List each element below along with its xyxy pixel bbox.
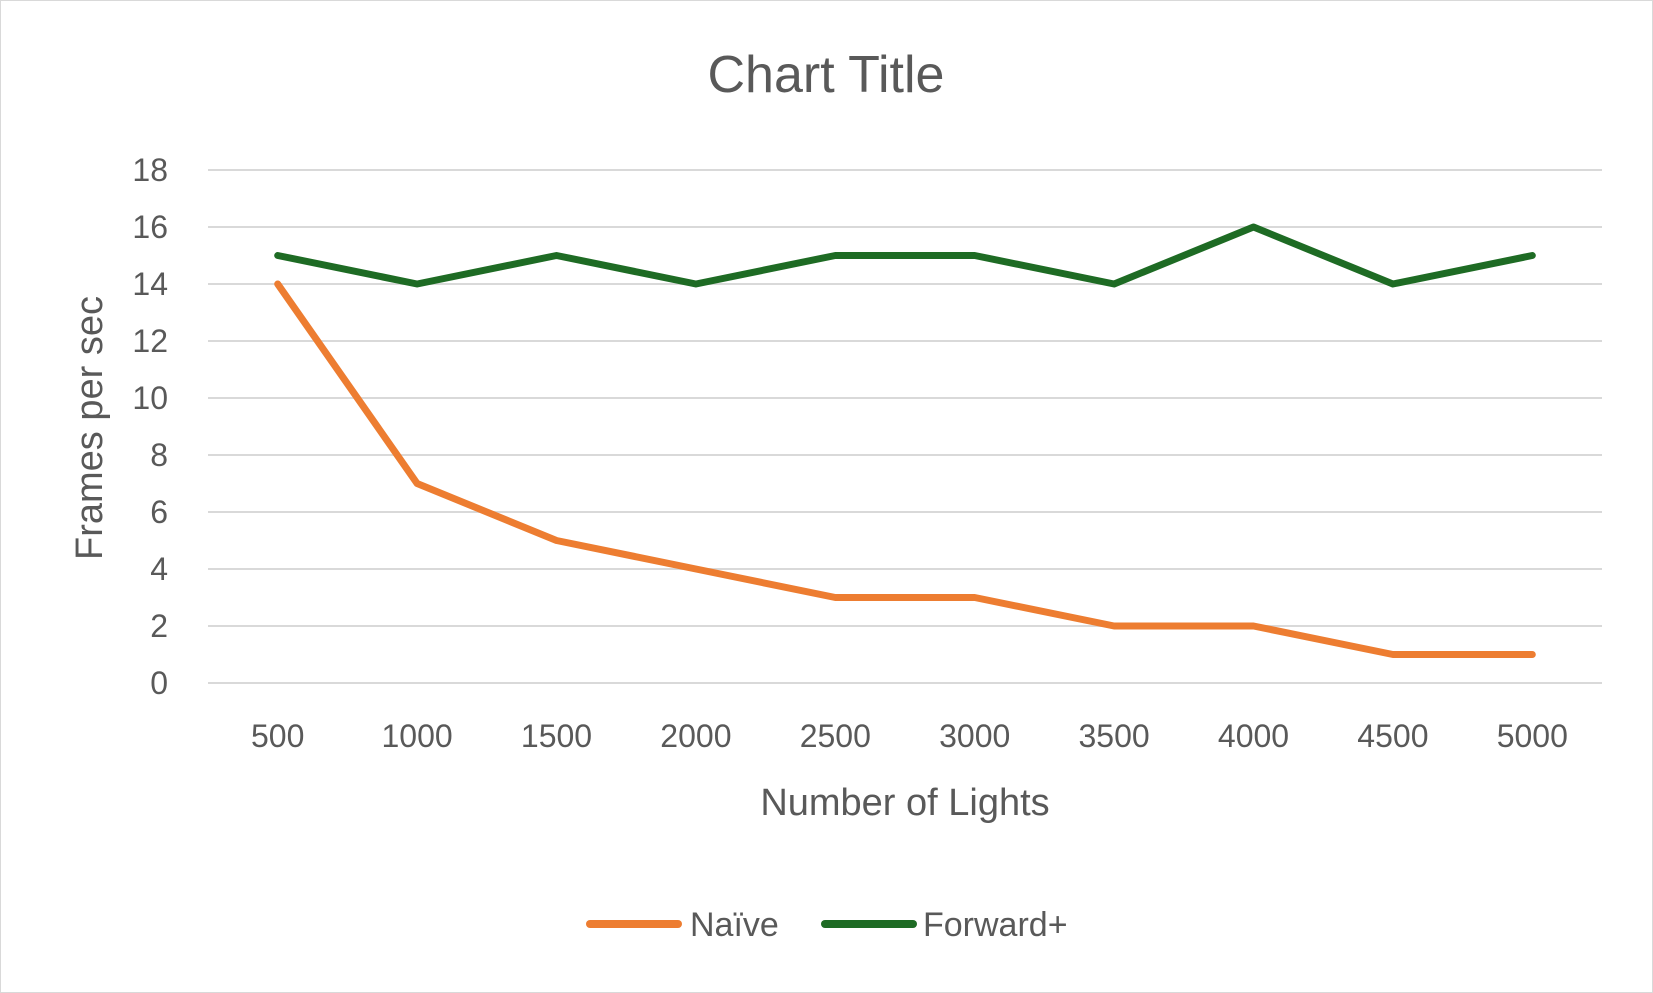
x-tick-label: 4500 [1357,718,1428,754]
y-axis-ticks: 0 2 4 6 8 10 12 14 16 18 [132,152,168,701]
series-line-forward [274,223,1536,288]
y-tick-label: 12 [132,323,168,359]
y-tick-label: 10 [132,380,168,416]
y-tick-label: 16 [132,209,168,245]
legend: Naïve Forward+ [586,906,1068,944]
legend-label-forward: Forward+ [923,906,1068,944]
y-tick-label: 2 [150,608,168,644]
x-tick-label: 4000 [1218,718,1289,754]
x-tick-label: 2000 [660,718,731,754]
x-tick-label: 500 [251,718,304,754]
x-axis-title: Number of Lights [760,782,1049,824]
x-tick-label: 5000 [1497,718,1568,754]
x-tick-label: 3500 [1079,718,1150,754]
x-axis-ticks: 500 1000 1500 2000 2500 3000 3500 4000 4500 5000 [251,718,1568,754]
x-tick-label: 3000 [939,718,1010,754]
series-line-na-ve [274,280,1536,658]
x-tick-label: 1500 [521,718,592,754]
y-tick-label: 6 [150,494,168,530]
x-tick-label: 1000 [382,718,453,754]
x-tick-label: 2500 [800,718,871,754]
chart-title: Chart Title [708,46,945,104]
y-axis-title: Frames per sec [69,296,111,560]
legend-label-na-ve: Naïve [690,906,779,944]
y-tick-label: 14 [132,266,168,302]
gridlines [208,169,1602,684]
y-tick-label: 0 [150,665,168,701]
y-tick-label: 4 [150,551,168,587]
y-tick-label: 8 [150,437,168,473]
y-tick-label: 18 [132,152,168,188]
series-lines [274,223,1536,658]
